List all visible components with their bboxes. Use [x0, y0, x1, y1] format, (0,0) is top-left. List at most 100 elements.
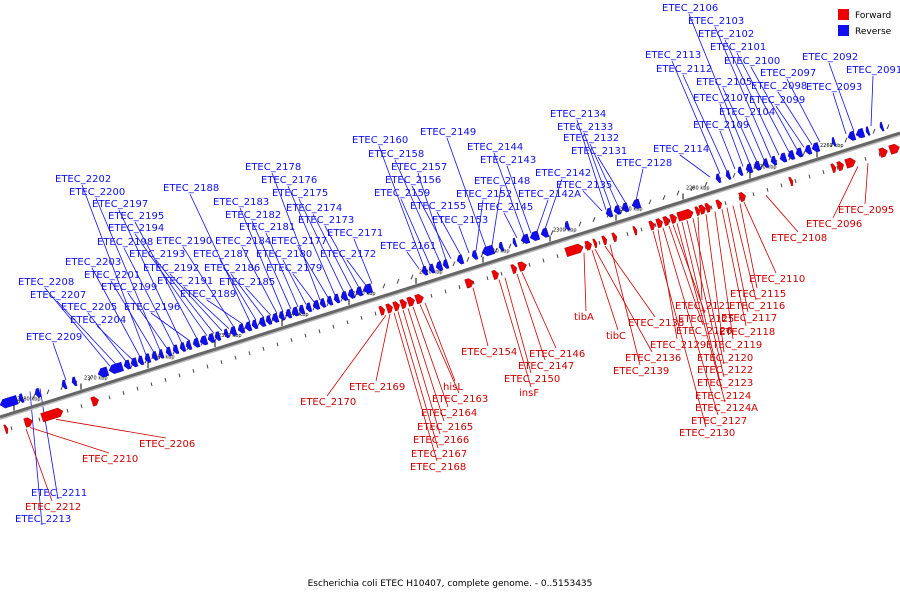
reverse-gene-label: ETEC_2173 — [298, 215, 354, 226]
forward-gene-label: ETEC_2150 — [504, 374, 560, 385]
track-dash-lower — [724, 201, 727, 206]
scale-tick-label: 2330 kbp — [352, 291, 376, 297]
forward-gene-label: hisL — [443, 382, 463, 393]
reverse-label-leader — [123, 247, 175, 347]
forward-label-leader — [472, 287, 489, 347]
reverse-gene-label: ETEC_2199 — [101, 282, 157, 293]
forward-label-leader — [516, 273, 546, 361]
reverse-label-leader — [134, 221, 198, 339]
forward-gene-label: ETEC_2121 — [675, 301, 731, 312]
forward-gene-label: ETEC_2124A — [695, 403, 758, 414]
track-dash-upper — [508, 243, 512, 249]
forward-gene-label: ETEC_2136 — [625, 353, 681, 364]
reverse-gene-arrow — [291, 306, 300, 317]
reverse-label-leader — [241, 246, 278, 314]
reverse-gene-label: ETEC_2174 — [286, 203, 342, 214]
track-dash-lower — [654, 223, 657, 228]
reverse-gene-arrow — [151, 350, 159, 361]
track-dash-upper — [382, 283, 386, 289]
forward-label-leader — [686, 220, 725, 378]
reverse-gene-arrow — [865, 126, 871, 136]
reverse-label-leader — [150, 312, 191, 342]
reverse-label-leader — [95, 197, 161, 351]
reverse-gene-arrow — [130, 357, 139, 368]
track-dash-lower — [444, 289, 447, 294]
reverse-label-leader — [406, 251, 420, 270]
reverse-gene-arrow — [811, 142, 821, 153]
reverse-gene-label: ETEC_2102 — [698, 29, 754, 40]
track-dash-lower — [486, 276, 489, 281]
forward-label-leader — [714, 211, 734, 340]
reverse-gene-arrow — [34, 387, 42, 398]
reverse-label-leader — [589, 143, 619, 207]
forward-gene-arrow — [669, 213, 677, 224]
reverse-gene-label: ETEC_2201 — [84, 270, 140, 281]
track-dash-lower — [500, 271, 503, 276]
track-dash-lower — [598, 240, 601, 245]
reverse-label-leader — [265, 232, 299, 308]
reverse-label-leader — [411, 185, 452, 259]
forward-label-leader — [29, 427, 110, 454]
forward-label-leader — [25, 428, 53, 502]
forward-gene-label: ETEC_2167 — [411, 449, 467, 460]
reverse-gene-label: ETEC_2091 — [846, 65, 900, 76]
reverse-gene-arrow — [347, 288, 356, 299]
reverse-label-leader — [536, 199, 549, 232]
reverse-label-leader — [679, 154, 711, 178]
forward-label-leader — [739, 203, 758, 289]
forward-label-leader — [419, 304, 460, 394]
reverse-gene-label: ETEC_2145 — [477, 202, 533, 213]
reverse-gene-arrow — [456, 254, 465, 265]
forward-label-leader — [609, 244, 641, 366]
reverse-label-leader — [714, 26, 772, 158]
track-dash-lower — [150, 382, 153, 387]
scale-tick-label: 2310 kbp — [486, 249, 510, 255]
forward-label-leader — [402, 309, 441, 435]
forward-gene-arrow — [830, 163, 837, 174]
reverse-label-leader — [52, 342, 67, 381]
reverse-gene-arrow — [278, 310, 286, 321]
reverse-gene-arrow — [271, 312, 280, 323]
reverse-gene-arrow — [520, 233, 531, 244]
reverse-gene-label: ETEC_2101 — [710, 42, 766, 53]
forward-gene-label: ETEC_2139 — [613, 366, 669, 377]
track-dash-lower — [10, 426, 13, 431]
forward-label-leader — [375, 313, 391, 382]
track-dash-lower — [66, 408, 69, 413]
reverse-label-leader — [282, 259, 307, 305]
reverse-gene-arrow — [223, 328, 230, 339]
reverse-gene-arrow — [265, 315, 273, 325]
gene-features — [0, 121, 900, 434]
track-dash-lower — [192, 368, 195, 373]
track-dash-lower — [542, 258, 545, 263]
track-dash-lower — [318, 329, 321, 334]
track-dash-upper — [88, 376, 92, 382]
track-dash-lower — [766, 187, 769, 192]
reverse-gene-label: ETEC_2181 — [239, 222, 295, 233]
reverse-gene-label: ETEC_2097 — [760, 68, 816, 79]
reverse-gene-arrow — [435, 261, 444, 272]
reverse-gene-label: ETEC_2205 — [61, 302, 117, 313]
legend-forward-label: Forward — [855, 11, 891, 21]
track-dash-lower — [808, 174, 811, 179]
reverse-gene-label: ETEC_2175 — [272, 188, 328, 199]
track-dash-lower — [80, 404, 83, 409]
forward-gene-label: ETEC_2165 — [417, 422, 473, 433]
track-dash-lower — [164, 377, 167, 382]
reverse-label-leader — [493, 152, 525, 236]
scale-tick-label: 2320 kbp — [419, 270, 443, 276]
reverse-label-leader — [287, 185, 336, 296]
reverse-gene-arrow — [421, 265, 429, 276]
forward-gene-label: ETEC_2118 — [719, 327, 775, 338]
reverse-gene-arrow — [762, 158, 770, 169]
reverse-gene-arrow — [355, 286, 364, 297]
forward-gene-label: ETEC_2127 — [691, 416, 747, 427]
forward-label-leader — [672, 224, 706, 314]
forward-gene-label: ETEC_2168 — [410, 462, 466, 473]
track-dash-upper — [690, 186, 694, 192]
genome-caption: Escherichia coli ETEC H10407, complete g… — [308, 579, 593, 589]
track-dash-lower — [276, 342, 279, 347]
reverse-gene-label: ETEC_2112 — [656, 64, 712, 75]
reverse-label-leader — [775, 105, 805, 148]
reverse-gene-label: ETEC_2179 — [266, 263, 322, 274]
